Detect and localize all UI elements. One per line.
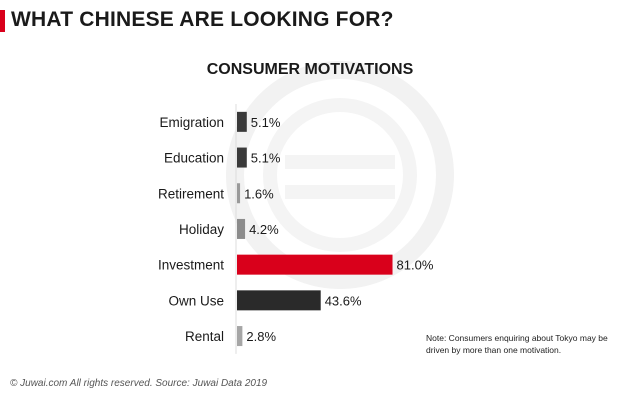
value-label-own-use: 43.6% [325,293,362,308]
value-label-rental: 2.8% [246,329,276,344]
bar-holiday [237,218,246,239]
bar-education [237,147,247,168]
category-label-investment: Investment [158,258,224,273]
bar-rental [237,326,243,347]
chart-note: Note: Consumers enquiring about Tokyo ma… [426,333,608,355]
watermark-logo-icon [226,61,454,289]
value-label-investment: 81.0% [397,258,434,273]
bar-retirement [237,183,241,204]
category-label-emigration: Emigration [159,115,224,130]
bar-own-use [237,290,321,311]
value-label-emigration: 5.1% [251,115,281,130]
bar-emigration [237,111,247,132]
title-accent-bar [0,10,5,32]
chart-title: CONSUMER MOTIVATIONS [206,61,414,78]
category-label-education: Education [164,151,224,166]
copyright-footer: © Juwai.com All rights reserved. Source:… [10,378,268,389]
category-label-holiday: Holiday [179,222,224,237]
category-label-rental: Rental [185,329,224,344]
category-label-own-use: Own Use [168,293,224,308]
value-label-education: 5.1% [251,151,281,166]
page-title: WHAT CHINESE ARE LOOKING FOR? [11,8,394,31]
category-label-retirement: Retirement [158,186,224,201]
value-label-retirement: 1.6% [244,186,274,201]
bar-investment [237,254,393,275]
value-label-holiday: 4.2% [249,222,279,237]
